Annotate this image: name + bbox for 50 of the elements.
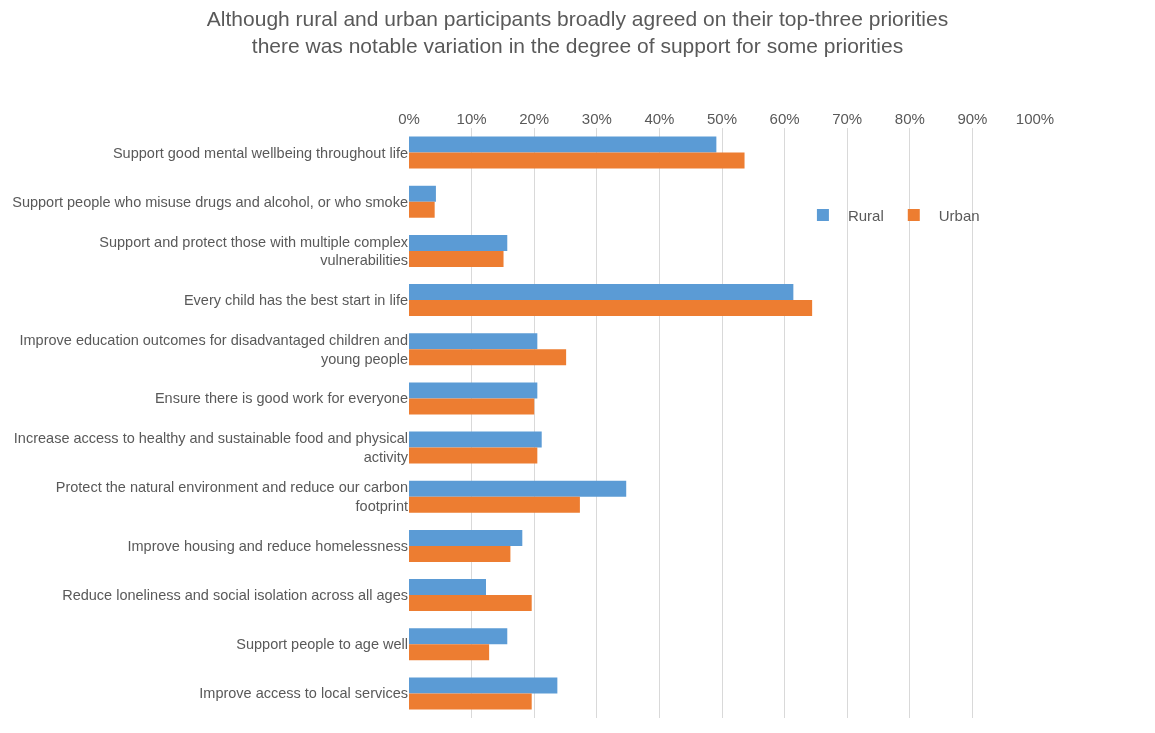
y-tick-label: Support people who misuse drugs and alcohol, or who smoke: [12, 193, 408, 210]
x-tick-label: 50%: [706, 110, 738, 127]
bar: [409, 300, 813, 317]
y-tick-label: Improve education outcomes for disadvantaged children and young people: [19, 331, 408, 367]
y-tick-label: Support and protect those with multiple complex vulnerabilities: [99, 233, 409, 269]
chart-title: Although rural and urban participants broadly agreed on their top-three priorities there was notable variation in the degree of support for some priorities: [206, 6, 949, 57]
y-tick-label: Support good mental wellbeing throughout life: [112, 144, 408, 161]
y-tick-label: Increase access to healthy and sustainable food and physical activity: [13, 430, 409, 466]
bar: [409, 693, 532, 710]
legend-label: Rural: [847, 206, 884, 224]
bar: [409, 201, 435, 218]
bar: [409, 447, 538, 464]
x-tick-label: 0%: [398, 110, 420, 127]
bar: [409, 284, 794, 301]
y-tick-label: Improve access to local services: [199, 685, 408, 702]
bar: [409, 480, 627, 497]
x-tick-label: 10%: [456, 110, 487, 127]
x-tick-label: 100%: [1015, 110, 1055, 127]
x-tick-label: 80%: [894, 110, 925, 127]
bar: [409, 349, 567, 366]
bar: [409, 136, 717, 153]
y-tick-label: Protect the natural environment and reduce our carbon footprint: [55, 479, 408, 515]
bar: [409, 185, 436, 202]
bar: [409, 496, 580, 513]
legend-label: Urban: [938, 206, 980, 224]
y-tick-label: Every child has the best start in life: [183, 292, 408, 309]
bar: [409, 628, 508, 645]
y-tick-label: Support people to age well: [236, 636, 408, 653]
x-tick-label: 70%: [832, 110, 863, 127]
y-tick-label: Reduce loneliness and social isolation across all ages: [62, 587, 408, 604]
bar: [409, 250, 504, 267]
bar: [409, 529, 523, 546]
x-tick-label: 40%: [644, 110, 675, 127]
bar: [409, 677, 558, 694]
bar: [409, 431, 542, 448]
bar: [409, 333, 538, 350]
bar: [409, 644, 490, 661]
y-tick-label: Ensure there is good work for everyone: [154, 390, 408, 407]
x-tick-label: 30%: [581, 110, 612, 127]
bar: [409, 382, 538, 399]
x-tick-label: 20%: [519, 110, 550, 127]
bar: [409, 579, 486, 596]
bar: [409, 595, 532, 612]
x-tick-label: 90%: [957, 110, 988, 127]
y-tick-label: Improve housing and reduce homelessness: [127, 537, 408, 554]
bar: [409, 545, 511, 562]
bar: [409, 398, 535, 415]
x-tick-label: 60%: [769, 110, 800, 127]
bar: [409, 234, 508, 251]
bar: [409, 152, 745, 169]
